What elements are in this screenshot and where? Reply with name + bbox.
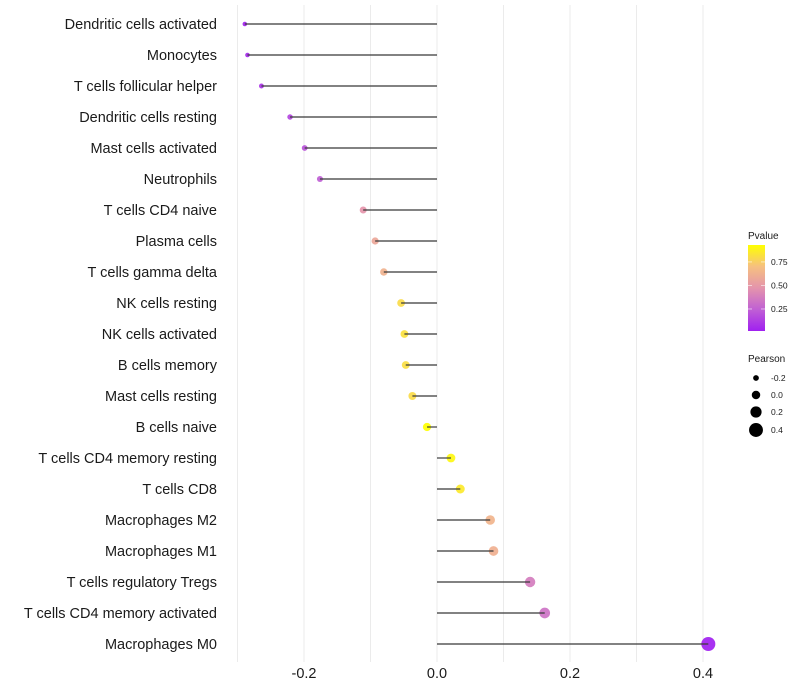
size-key-circle: [749, 423, 763, 437]
y-axis-label: T cells CD4 naive: [104, 203, 217, 219]
y-axis-label: T cells CD4 memory activated: [24, 606, 217, 622]
y-axis-label: Dendritic cells activated: [65, 17, 217, 33]
x-tick-label: 0.2: [560, 666, 580, 682]
pvalue-legend-title: Pvalue: [748, 231, 779, 242]
y-axis-label: Mast cells resting: [105, 389, 217, 405]
size-key-label: -0.2: [771, 373, 786, 383]
y-axis-label: Dendritic cells resting: [79, 110, 217, 126]
x-tick-label: 0.4: [693, 666, 713, 682]
y-axis-label: T cells regulatory Tregs: [67, 575, 217, 591]
y-axis-label: NK cells activated: [102, 327, 217, 343]
size-key-label: 0.4: [771, 425, 783, 435]
y-axis-label: Neutrophils: [144, 172, 217, 188]
data-point: [301, 145, 308, 151]
y-axis-label: T cells CD8: [142, 482, 217, 498]
y-axis-label: Mast cells activated: [90, 141, 217, 157]
y-axis-label: Macrophages M0: [105, 637, 217, 653]
size-key-label: 0.0: [771, 390, 783, 400]
y-axis-label: T cells CD4 memory resting: [38, 451, 217, 467]
y-axis-label: B cells naive: [136, 420, 217, 436]
colorbar-tick-label: 0.25: [771, 304, 788, 314]
data-point: [287, 114, 293, 120]
size-key-circle: [753, 375, 759, 381]
y-axis-labels: Dendritic cells activated Monocytes T cell…: [24, 17, 218, 653]
data-point: [316, 175, 324, 183]
size-key-label: 0.2: [771, 407, 783, 417]
pearson-legend: Pearson -0.2 0.0 0.2 0.4: [748, 354, 786, 437]
size-key-circle: [750, 406, 762, 418]
y-axis-label: T cells gamma delta: [88, 265, 218, 281]
colorbar-tick-label: 0.75: [771, 257, 788, 267]
y-axis-label: Plasma cells: [136, 234, 217, 250]
y-axis-label: B cells memory: [118, 358, 218, 374]
colorbar-tick-label: 0.50: [771, 280, 788, 290]
pvalue-colorbar: [748, 245, 765, 331]
y-axis-label: Monocytes: [147, 48, 217, 64]
grid-lines: [237, 5, 704, 662]
y-axis-label: NK cells resting: [116, 296, 217, 312]
data-points: [242, 21, 716, 652]
pearson-legend-title: Pearson: [748, 354, 785, 365]
pvalue-legend: Pvalue 0.25 0.50 0.75: [748, 231, 788, 331]
x-axis-tick-labels: -0.2 0.0 0.2 0.4: [292, 666, 714, 682]
x-tick-label: 0.0: [427, 666, 447, 682]
x-tick-label: -0.2: [292, 666, 317, 682]
lollipop-stems: [244, 23, 709, 645]
y-axis-label: Macrophages M2: [105, 513, 217, 529]
y-axis-label: T cells follicular helper: [74, 79, 217, 95]
y-axis-label: Macrophages M1: [105, 544, 217, 560]
size-key-circle: [751, 390, 761, 400]
